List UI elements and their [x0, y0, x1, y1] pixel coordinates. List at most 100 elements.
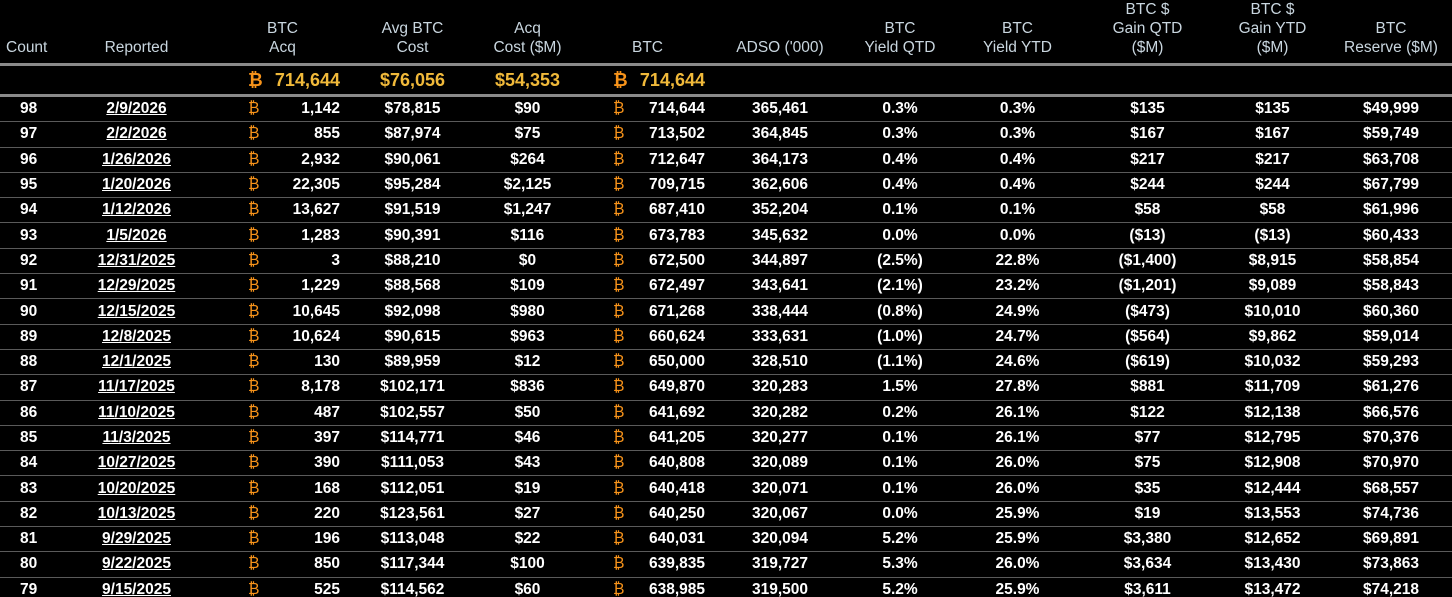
cell: $12,652 [1215, 526, 1330, 553]
btc-acq-cell: ₿ 13,627 [215, 197, 350, 224]
column-header: BTC Yield QTD [845, 0, 955, 66]
cell: $12,138 [1215, 400, 1330, 426]
btc-cell: ₿ 640,808 [580, 450, 715, 477]
cell: 333,631 [715, 324, 845, 350]
reported-date-link[interactable]: 1/12/2026 [102, 201, 171, 219]
table-row: 95 1/20/2026 ₿ 22,305 $95,284 $2,125 ₿ 709,715 3… [0, 172, 1452, 199]
btc-acq-cell: ₿ 130 [215, 349, 350, 376]
reported-date-link[interactable]: 12/31/2025 [97, 251, 176, 269]
reported-date-link[interactable]: 2/9/2026 [106, 100, 167, 118]
cell: $68,557 [1330, 475, 1452, 502]
cell: $244 [1080, 172, 1215, 199]
bitcoin-icon: ₿ [613, 150, 625, 168]
bitcoin-icon: ₿ [613, 580, 625, 597]
cell: $88,568 [350, 273, 475, 300]
cell: 320,282 [715, 400, 845, 426]
btc-acq-cell: ₿ 22,305 [215, 172, 350, 199]
cell: $75 [475, 121, 580, 148]
reported-date-link[interactable]: 12/8/2025 [102, 327, 171, 345]
btc-acq-cell: ₿ 8,178 [215, 374, 350, 401]
cell: $980 [475, 298, 580, 325]
table-row: 92 12/31/2025 ₿ 3 $88,210 $0 ₿ 672,500 344,897 (2… [0, 248, 1452, 275]
bitcoin-icon: ₿ [248, 176, 260, 194]
reported-date-cell: 12/15/2025 [58, 298, 215, 325]
cell: 320,277 [715, 425, 845, 452]
btc-acq-cell: ₿ 3 [215, 248, 350, 275]
cell: 364,845 [715, 121, 845, 148]
cell: $135 [1215, 95, 1330, 123]
bitcoin-icon: ₿ [613, 251, 625, 269]
reported-date-cell: 1/26/2026 [58, 147, 215, 173]
btc-cell: ₿ 641,205 [580, 425, 715, 452]
cell: $3,611 [1080, 577, 1215, 597]
reported-date-cell: 9/15/2025 [58, 577, 215, 597]
cell: 5.3% [845, 551, 955, 578]
cell: $87,974 [350, 121, 475, 148]
reported-date-link[interactable]: 12/29/2025 [97, 277, 176, 295]
bitcoin-icon: ₿ [248, 327, 260, 345]
cell: $963 [475, 324, 580, 350]
reported-date-link[interactable]: 11/10/2025 [98, 403, 175, 421]
cell: 95 [0, 172, 58, 199]
cell: $90,615 [350, 324, 475, 350]
reported-date-link[interactable]: 2/2/2026 [106, 125, 167, 143]
reported-date-link[interactable]: 10/27/2025 [97, 454, 176, 472]
cell: $8,915 [1215, 248, 1330, 275]
cell: 364,173 [715, 147, 845, 173]
cell: $135 [1080, 95, 1215, 123]
reported-date-link[interactable]: 12/1/2025 [102, 353, 171, 371]
cell: 24.9% [955, 298, 1080, 325]
btc-acq-cell: ₿ 487 [215, 400, 350, 426]
reported-date-link[interactable]: 11/3/2025 [102, 429, 171, 446]
reported-date-link[interactable]: 10/20/2025 [97, 479, 176, 497]
cell: 79 [0, 577, 58, 597]
btc-cell: ₿ 714,644 [580, 95, 715, 123]
cell: 92 [0, 248, 58, 275]
cell: 97 [0, 121, 58, 148]
cell: $19 [1080, 501, 1215, 528]
cell: $217 [1215, 147, 1330, 173]
cell: $19 [475, 475, 580, 502]
cell: $90,061 [350, 147, 475, 173]
column-header: Avg BTC Cost [350, 0, 475, 66]
reported-date-link[interactable]: 9/22/2025 [102, 555, 171, 573]
column-header-label: BTC Reserve ($M) [1344, 20, 1438, 56]
reported-date-link[interactable]: 9/15/2025 [102, 580, 171, 597]
bitcoin-icon: ₿ [613, 479, 625, 497]
bitcoin-icon: ₿ [613, 353, 625, 371]
column-header: BTC $ Gain QTD ($M) [1080, 0, 1215, 66]
bitcoin-icon: ₿ [248, 150, 260, 168]
reported-date-link[interactable]: 12/15/2025 [97, 302, 176, 320]
cell: $58 [1080, 197, 1215, 224]
reported-date-link[interactable]: 9/29/2025 [102, 530, 171, 548]
bitcoin-icon: ₿ [248, 277, 260, 295]
column-header-label: BTC Yield QTD [864, 20, 936, 56]
reported-date-link[interactable]: 11/17/2025 [98, 378, 175, 396]
btc-cell: ₿ 687,410 [580, 197, 715, 224]
reported-date-link[interactable]: 1/20/2026 [102, 176, 171, 194]
reported-date-cell: 1/5/2026 [58, 222, 215, 249]
cell: 93 [0, 222, 58, 249]
btc-cell: ₿ 639,835 [580, 551, 715, 578]
cell: $59,293 [1330, 349, 1452, 376]
reported-date-link[interactable]: 10/13/2025 [97, 504, 176, 522]
reported-date-link[interactable]: 1/26/2026 [102, 150, 171, 168]
cell: $113,048 [350, 526, 475, 553]
cell: $73,863 [1330, 551, 1452, 578]
cell: $75 [1080, 450, 1215, 477]
cell: $881 [1080, 374, 1215, 401]
cell: (1.0%) [845, 324, 955, 350]
cell: $167 [1080, 121, 1215, 148]
bitcoin-icon: ₿ [248, 454, 260, 472]
cell: 25.9% [955, 526, 1080, 553]
cell: $116 [475, 222, 580, 249]
table-row: 84 10/27/2025 ₿ 390 $111,053 $43 ₿ 640,808 320,0… [0, 450, 1452, 477]
reported-date-cell: 11/10/2025 [58, 400, 215, 426]
reported-date-link[interactable]: 1/5/2026 [106, 226, 167, 244]
column-header: BTC Acq [215, 0, 350, 66]
table-row: 87 11/17/2025 ₿ 8,178 $102,171 $836 ₿ 649,870 32… [0, 374, 1452, 401]
bitcoin-icon: ₿ [248, 530, 260, 548]
cell: 0.1% [845, 197, 955, 224]
cell: $61,996 [1330, 197, 1452, 224]
cell: 96 [0, 147, 58, 173]
